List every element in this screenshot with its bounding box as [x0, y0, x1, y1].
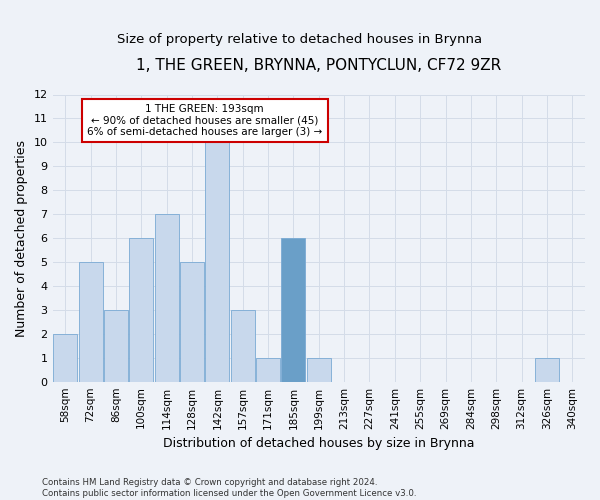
- Bar: [53, 334, 77, 382]
- Bar: [535, 358, 559, 382]
- Bar: [155, 214, 179, 382]
- X-axis label: Distribution of detached houses by size in Brynna: Distribution of detached houses by size …: [163, 437, 475, 450]
- Text: Contains HM Land Registry data © Crown copyright and database right 2024.
Contai: Contains HM Land Registry data © Crown c…: [42, 478, 416, 498]
- Bar: [307, 358, 331, 382]
- Bar: [205, 142, 229, 382]
- Bar: [230, 310, 255, 382]
- Text: Size of property relative to detached houses in Brynna: Size of property relative to detached ho…: [118, 32, 482, 46]
- Bar: [79, 262, 103, 382]
- Title: 1, THE GREEN, BRYNNA, PONTYCLUN, CF72 9ZR: 1, THE GREEN, BRYNNA, PONTYCLUN, CF72 9Z…: [136, 58, 502, 72]
- Bar: [180, 262, 204, 382]
- Bar: [129, 238, 154, 382]
- Y-axis label: Number of detached properties: Number of detached properties: [15, 140, 28, 336]
- Bar: [281, 238, 305, 382]
- Text: 1 THE GREEN: 193sqm
← 90% of detached houses are smaller (45)
6% of semi-detache: 1 THE GREEN: 193sqm ← 90% of detached ho…: [87, 104, 322, 138]
- Bar: [256, 358, 280, 382]
- Bar: [104, 310, 128, 382]
